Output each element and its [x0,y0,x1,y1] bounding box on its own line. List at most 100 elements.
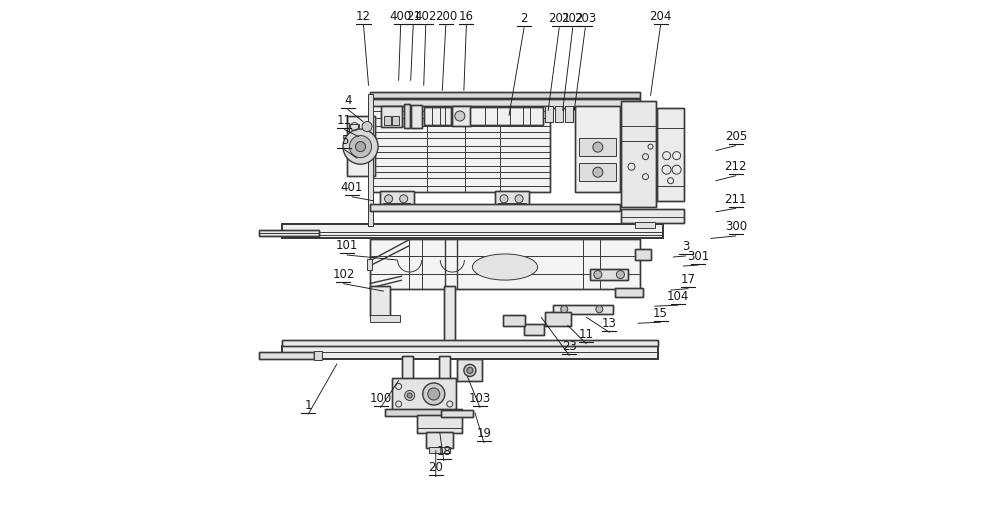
Text: 205: 205 [725,130,747,143]
Bar [282,346,658,359]
Text: 211: 211 [725,193,747,206]
Bar [553,305,613,314]
Bar [441,410,473,417]
Text: 100: 100 [369,392,392,405]
Bar [553,305,613,314]
Bar [368,94,373,226]
Bar [565,106,573,121]
Bar [424,107,451,124]
Bar [452,106,471,125]
Bar [495,191,529,206]
Bar [429,446,450,453]
Bar [555,106,563,121]
Bar [282,224,663,239]
Bar [621,209,684,223]
Bar [565,106,573,121]
Bar [259,230,319,236]
Text: 400: 400 [390,10,412,23]
Bar [657,108,684,201]
Bar [470,107,543,124]
Text: 201: 201 [548,12,570,25]
Bar [426,432,453,447]
Circle shape [400,195,408,203]
Bar [370,315,400,322]
Bar [579,138,616,156]
Bar [381,106,402,126]
Text: 23: 23 [562,340,577,353]
Bar [615,288,643,297]
Bar [621,101,656,207]
Bar [452,106,471,125]
Bar [439,356,450,381]
Bar [370,99,640,108]
Text: 300: 300 [725,221,747,233]
Text: 401: 401 [341,181,363,194]
Circle shape [343,129,378,164]
Bar [370,92,640,98]
Text: 16: 16 [459,10,474,23]
Bar [621,209,684,223]
Text: 20: 20 [428,461,443,474]
Text: 203: 203 [574,12,596,25]
Bar [579,163,616,181]
Bar [392,378,456,411]
Bar [380,191,414,206]
Circle shape [349,136,372,158]
Text: 103: 103 [469,392,491,405]
Bar [411,105,422,128]
Text: 200: 200 [435,10,457,23]
Circle shape [423,383,445,405]
Circle shape [464,365,476,376]
Bar [555,106,563,121]
Text: 4: 4 [344,94,352,107]
Bar [347,116,375,176]
Bar [439,356,450,381]
Bar [417,415,462,433]
Bar [370,286,390,316]
Bar [635,249,651,260]
Bar [392,378,456,411]
Circle shape [593,142,603,152]
Bar [370,240,640,289]
Circle shape [385,195,393,203]
Bar [424,107,451,124]
Text: 104: 104 [667,290,689,303]
Bar [404,104,410,128]
Text: 15: 15 [653,307,668,319]
Text: 101: 101 [336,240,358,252]
Bar [349,124,359,133]
Circle shape [428,388,440,400]
Circle shape [362,121,372,132]
Bar [575,106,620,192]
Bar [621,101,656,207]
Text: 1: 1 [305,398,312,412]
Bar [282,340,658,346]
Bar [444,286,455,342]
Text: 301: 301 [687,249,709,263]
Circle shape [467,368,473,373]
Bar [524,324,544,335]
Circle shape [355,142,366,152]
Bar [498,203,526,209]
Bar [402,356,413,381]
Text: 17: 17 [681,273,696,286]
Bar [314,351,322,360]
Bar [404,104,410,128]
Text: 18: 18 [436,445,451,458]
Bar [259,230,319,236]
Circle shape [594,270,602,279]
Bar [426,432,453,447]
Circle shape [561,306,568,313]
Bar [370,99,640,108]
Bar [392,116,399,124]
Text: 11: 11 [337,114,352,127]
Circle shape [407,393,412,398]
Text: 21: 21 [406,10,421,23]
Bar [545,312,571,326]
Bar [503,315,525,326]
Bar [575,106,620,192]
Circle shape [500,195,508,203]
Bar [635,249,651,260]
Text: 5: 5 [341,134,348,147]
Bar [370,240,640,289]
